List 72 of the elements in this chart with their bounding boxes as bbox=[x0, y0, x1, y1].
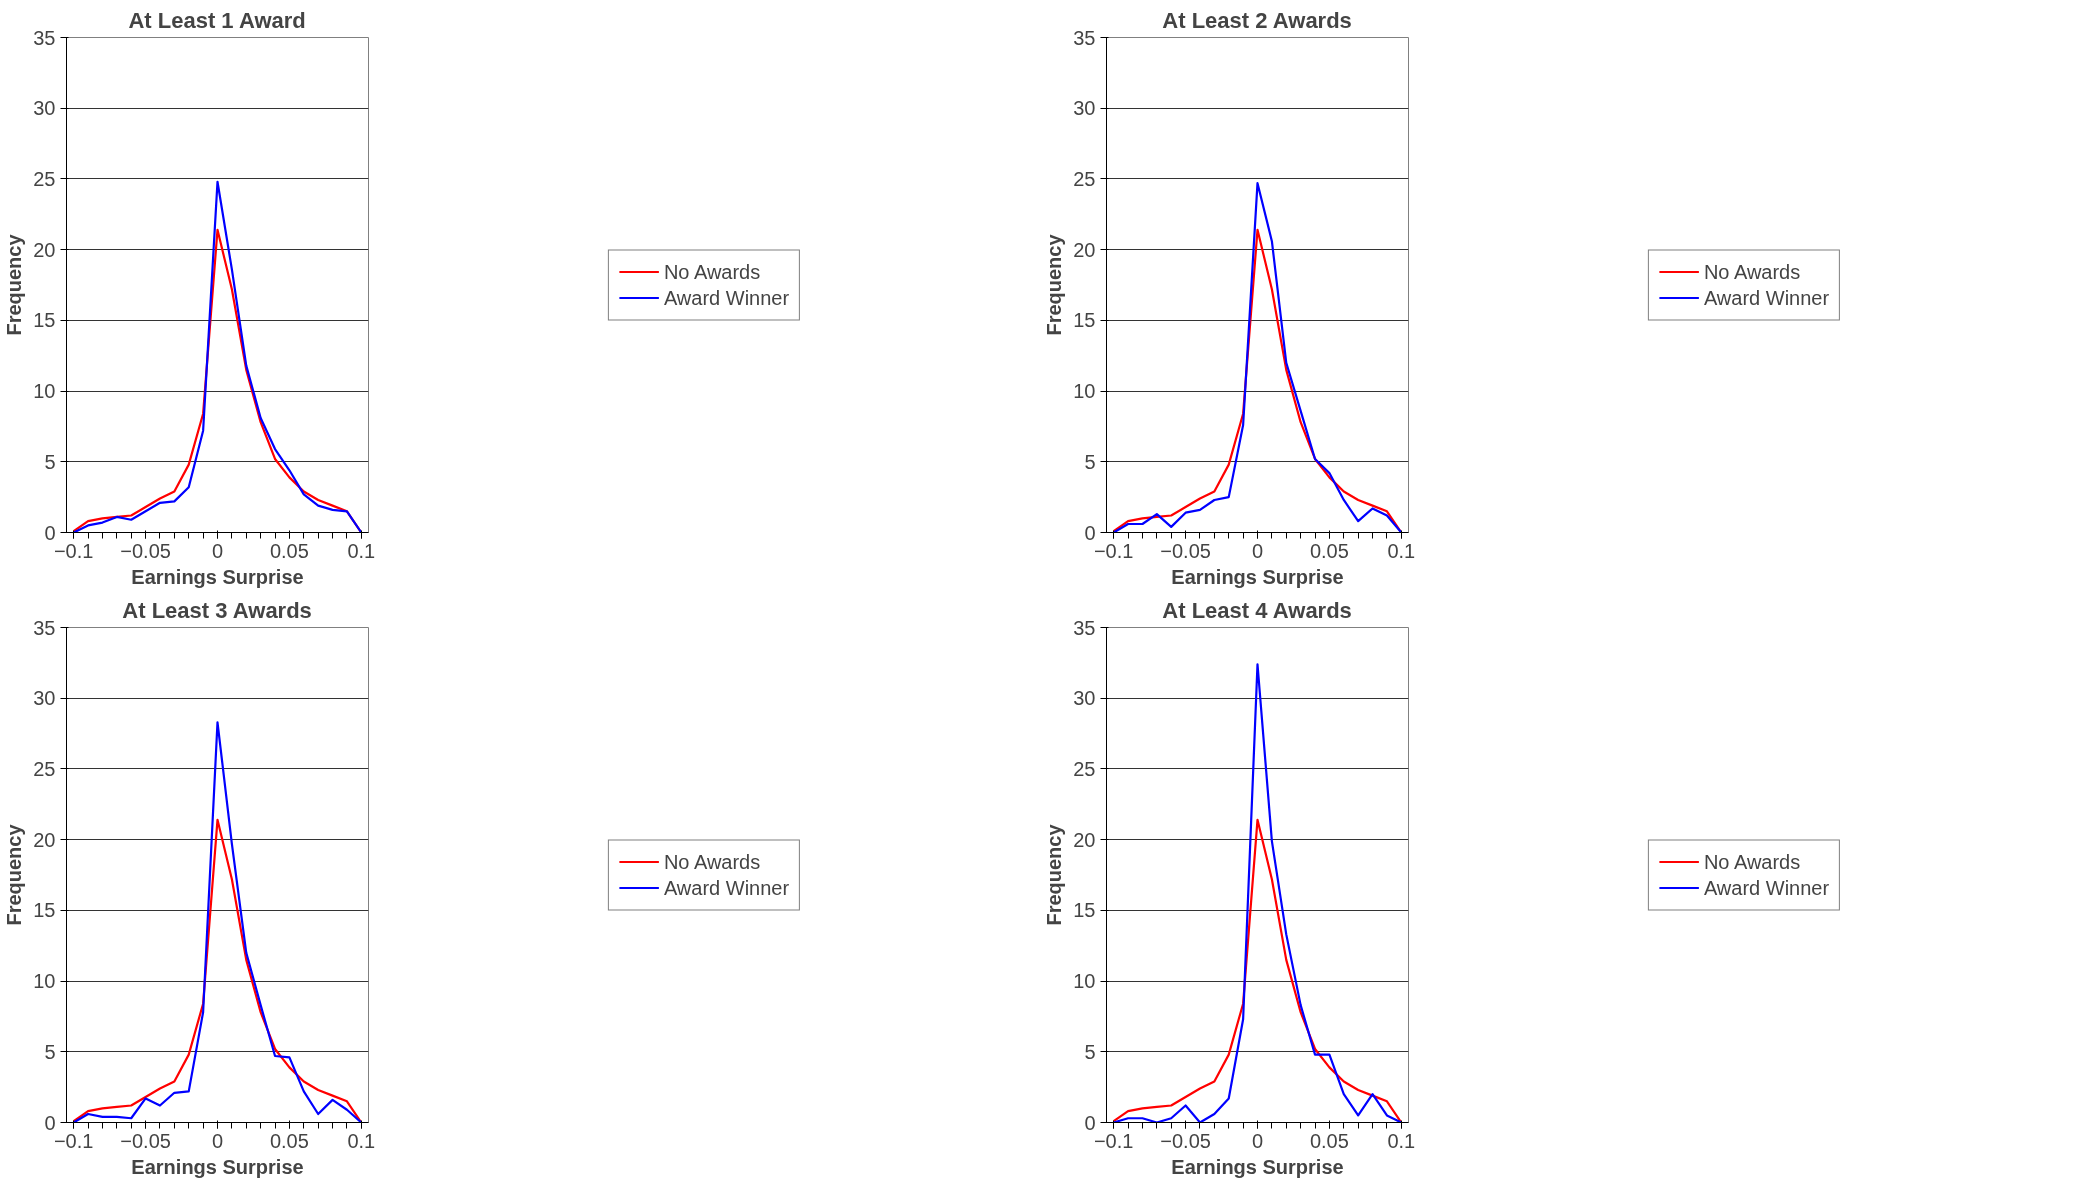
x-tick-label: 0 bbox=[211, 1129, 224, 1152]
x-axis-title: Earnings Surprise bbox=[1171, 1155, 1344, 1178]
x-tick-label: −0.1 bbox=[1093, 539, 1134, 562]
y-tick-label: 0 bbox=[44, 521, 56, 544]
x-tick-label: −0.05 bbox=[1160, 1129, 1211, 1152]
y-tick-label: 25 bbox=[1073, 757, 1096, 780]
y-tick-label: 10 bbox=[1073, 380, 1096, 403]
y-tick-label: 15 bbox=[1073, 899, 1096, 922]
y-axis-title: Frequency bbox=[3, 823, 26, 926]
y-tick-label: 35 bbox=[33, 26, 56, 49]
x-tick-label: −0.05 bbox=[1160, 539, 1211, 562]
y-tick-label: 30 bbox=[1073, 687, 1096, 710]
y-tick-label: 10 bbox=[33, 970, 56, 993]
legend-label: No Awards bbox=[1703, 260, 1801, 283]
y-tick-label: 20 bbox=[33, 238, 56, 261]
y-tick-label: 20 bbox=[33, 828, 56, 851]
legend-label: No Awards bbox=[663, 260, 761, 283]
x-tick-label: 0.05 bbox=[1309, 1129, 1349, 1152]
y-axis-title: Frequency bbox=[3, 233, 26, 336]
y-tick-label: 15 bbox=[1073, 309, 1096, 332]
x-axis-title: Earnings Surprise bbox=[1171, 565, 1344, 588]
y-tick-label: 30 bbox=[1073, 97, 1096, 120]
x-tick-label: 0 bbox=[1251, 1129, 1264, 1152]
y-tick-label: 5 bbox=[44, 450, 56, 473]
x-tick-label: 0.1 bbox=[347, 1129, 376, 1152]
x-tick-label: 0.1 bbox=[347, 539, 376, 562]
x-tick-label: −0.1 bbox=[53, 539, 94, 562]
y-tick-label: 15 bbox=[33, 899, 56, 922]
x-tick-label: 0.1 bbox=[1387, 539, 1416, 562]
legend-label: Award Winner bbox=[663, 876, 790, 899]
x-tick-label: −0.05 bbox=[120, 1129, 171, 1152]
x-axis-title: Earnings Surprise bbox=[131, 565, 304, 588]
x-tick-label: −0.1 bbox=[53, 1129, 94, 1152]
y-tick-label: 5 bbox=[1084, 1040, 1096, 1063]
y-tick-label: 25 bbox=[33, 757, 56, 780]
y-tick-label: 25 bbox=[1073, 167, 1096, 190]
y-tick-label: 35 bbox=[33, 616, 56, 639]
y-tick-label: 25 bbox=[33, 167, 56, 190]
x-tick-label: 0.05 bbox=[269, 1129, 309, 1152]
x-tick-label: 0.05 bbox=[1309, 539, 1349, 562]
x-tick-label: −0.1 bbox=[1093, 1129, 1134, 1152]
x-axis-title: Earnings Surprise bbox=[131, 1155, 304, 1178]
x-tick-label: 0.05 bbox=[269, 539, 309, 562]
y-axis-title: Frequency bbox=[1043, 823, 1066, 926]
legend-label: Award Winner bbox=[1703, 876, 1830, 899]
chart-title: At Least 3 Awards bbox=[122, 597, 312, 623]
legend-label: No Awards bbox=[1703, 850, 1801, 873]
x-tick-label: 0 bbox=[1251, 539, 1264, 562]
y-tick-label: 10 bbox=[33, 380, 56, 403]
legend-label: Award Winner bbox=[1703, 286, 1830, 309]
chart-title: At Least 1 Award bbox=[128, 7, 306, 33]
y-tick-label: 30 bbox=[33, 687, 56, 710]
y-tick-label: 0 bbox=[1084, 521, 1096, 544]
legend-label: No Awards bbox=[663, 850, 761, 873]
x-tick-label: 0 bbox=[211, 539, 224, 562]
y-tick-label: 20 bbox=[1073, 238, 1096, 261]
y-tick-label: 20 bbox=[1073, 828, 1096, 851]
y-tick-label: 10 bbox=[1073, 970, 1096, 993]
y-axis-title: Frequency bbox=[1043, 233, 1066, 336]
x-tick-label: 0.1 bbox=[1387, 1129, 1416, 1152]
y-tick-label: 5 bbox=[1084, 450, 1096, 473]
y-tick-label: 5 bbox=[44, 1040, 56, 1063]
y-tick-label: 15 bbox=[33, 309, 56, 332]
y-tick-label: 30 bbox=[33, 97, 56, 120]
legend-label: Award Winner bbox=[663, 286, 790, 309]
chart-title: At Least 2 Awards bbox=[1162, 7, 1352, 33]
y-tick-label: 0 bbox=[44, 1111, 56, 1134]
chart-title: At Least 4 Awards bbox=[1162, 597, 1352, 623]
y-tick-label: 35 bbox=[1073, 26, 1096, 49]
y-tick-label: 35 bbox=[1073, 616, 1096, 639]
y-tick-label: 0 bbox=[1084, 1111, 1096, 1134]
x-tick-label: −0.05 bbox=[120, 539, 171, 562]
